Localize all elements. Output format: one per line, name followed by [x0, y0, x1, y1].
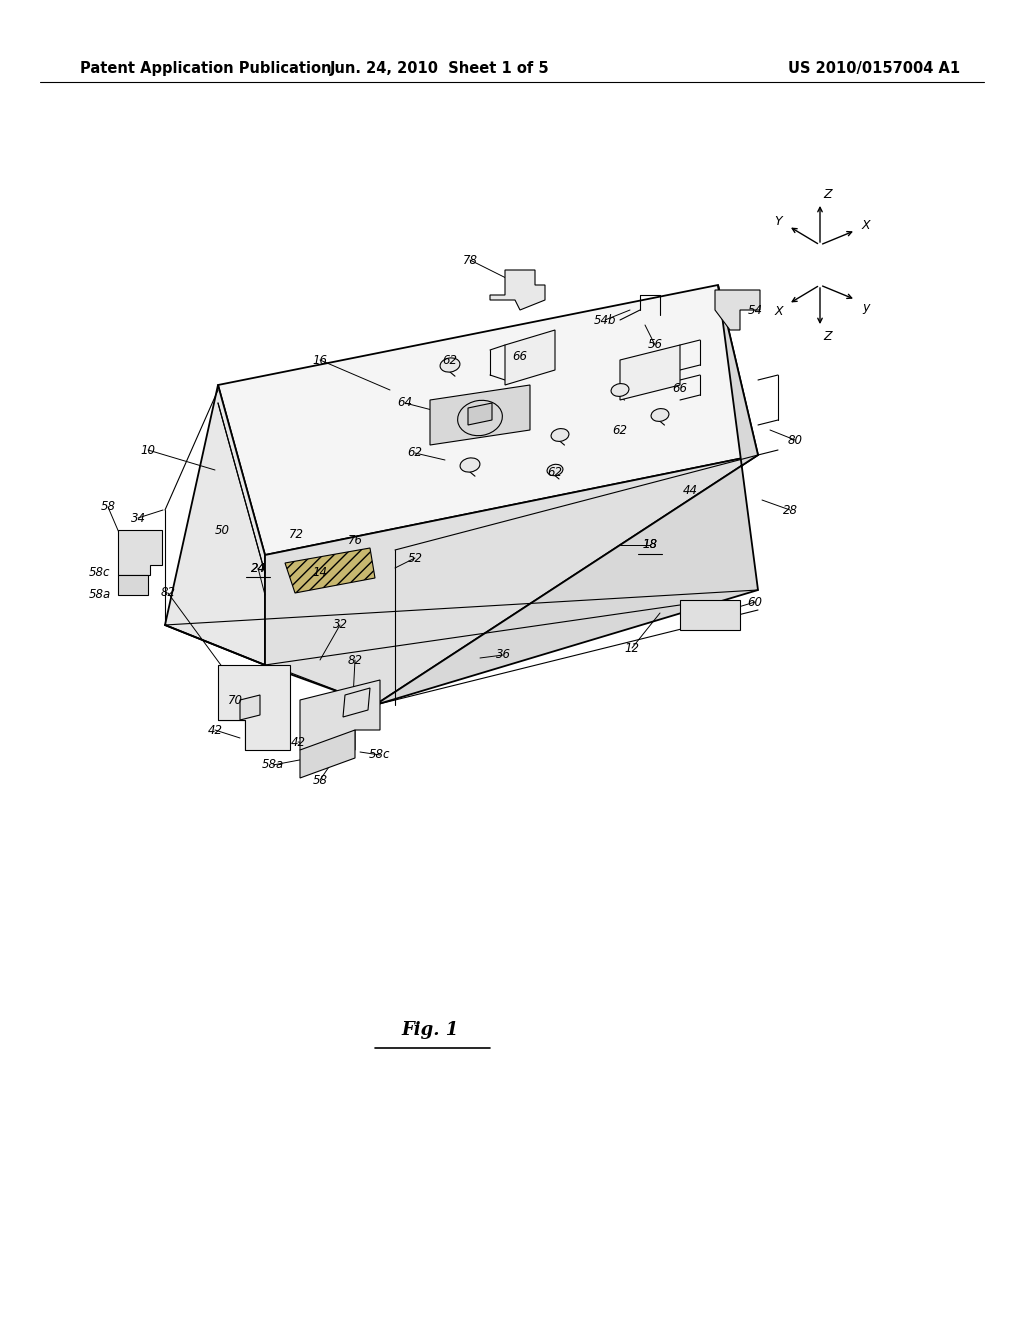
- Text: 76: 76: [347, 533, 362, 546]
- Text: 66: 66: [673, 381, 687, 395]
- Text: 82: 82: [161, 586, 175, 599]
- Text: X: X: [774, 305, 782, 318]
- Text: 62: 62: [442, 354, 458, 367]
- Text: 62: 62: [548, 466, 562, 479]
- Text: 44: 44: [683, 483, 697, 496]
- Text: y: y: [862, 301, 869, 314]
- Text: 60: 60: [748, 595, 763, 609]
- Text: 78: 78: [463, 253, 477, 267]
- Text: 52: 52: [408, 552, 423, 565]
- Text: 12: 12: [625, 642, 640, 655]
- Text: 66: 66: [512, 351, 527, 363]
- Text: 32: 32: [333, 619, 347, 631]
- Ellipse shape: [460, 458, 480, 473]
- Polygon shape: [300, 730, 355, 777]
- Text: 58c: 58c: [89, 565, 111, 578]
- Text: 18: 18: [642, 539, 657, 552]
- Text: 42: 42: [208, 723, 222, 737]
- Text: 58c: 58c: [370, 748, 391, 762]
- Text: 82: 82: [347, 653, 362, 667]
- Text: 36: 36: [496, 648, 511, 661]
- Polygon shape: [118, 576, 148, 595]
- Text: 56: 56: [647, 338, 663, 351]
- Ellipse shape: [547, 465, 563, 475]
- Text: 64: 64: [397, 396, 413, 409]
- Text: 24: 24: [251, 561, 265, 574]
- Text: Fig. 1: Fig. 1: [401, 1020, 459, 1039]
- Polygon shape: [468, 403, 492, 425]
- Text: Z: Z: [823, 189, 833, 202]
- Polygon shape: [218, 285, 758, 554]
- Text: 58: 58: [312, 774, 328, 787]
- Text: 58: 58: [100, 500, 116, 513]
- Text: 34: 34: [130, 511, 145, 524]
- Polygon shape: [620, 345, 680, 400]
- Text: 18: 18: [642, 539, 657, 552]
- Text: Jun. 24, 2010  Sheet 1 of 5: Jun. 24, 2010 Sheet 1 of 5: [330, 61, 550, 75]
- Text: 50: 50: [214, 524, 229, 536]
- Ellipse shape: [440, 358, 460, 372]
- Polygon shape: [343, 688, 370, 717]
- Text: X: X: [861, 219, 870, 232]
- Polygon shape: [218, 665, 290, 750]
- Polygon shape: [240, 696, 260, 719]
- Text: 58a: 58a: [89, 589, 112, 602]
- Text: 42: 42: [291, 735, 305, 748]
- Text: 62: 62: [612, 424, 628, 437]
- Polygon shape: [118, 531, 162, 576]
- Polygon shape: [715, 290, 760, 330]
- Polygon shape: [680, 601, 740, 630]
- Polygon shape: [490, 271, 545, 310]
- Text: 24: 24: [251, 561, 265, 574]
- Ellipse shape: [611, 384, 629, 396]
- Text: Z: Z: [823, 330, 833, 343]
- Text: 14: 14: [312, 566, 328, 579]
- Polygon shape: [430, 385, 530, 445]
- Polygon shape: [375, 285, 758, 705]
- Polygon shape: [165, 385, 265, 665]
- Polygon shape: [505, 330, 555, 385]
- Text: US 2010/0157004 A1: US 2010/0157004 A1: [787, 61, 961, 75]
- Polygon shape: [265, 455, 758, 705]
- Text: 10: 10: [140, 444, 156, 457]
- Ellipse shape: [651, 409, 669, 421]
- Text: 58a: 58a: [262, 759, 284, 771]
- Text: 16: 16: [312, 354, 328, 367]
- Text: 72: 72: [289, 528, 303, 541]
- Ellipse shape: [551, 429, 569, 441]
- Text: 70: 70: [227, 693, 243, 706]
- Text: Patent Application Publication: Patent Application Publication: [80, 61, 332, 75]
- Text: 54b: 54b: [594, 314, 616, 326]
- Text: 62: 62: [408, 446, 423, 459]
- Text: 80: 80: [787, 433, 803, 446]
- Text: 54: 54: [748, 304, 763, 317]
- Text: 28: 28: [782, 503, 798, 516]
- Text: Y: Y: [775, 215, 782, 227]
- Polygon shape: [300, 680, 380, 750]
- Polygon shape: [285, 548, 375, 593]
